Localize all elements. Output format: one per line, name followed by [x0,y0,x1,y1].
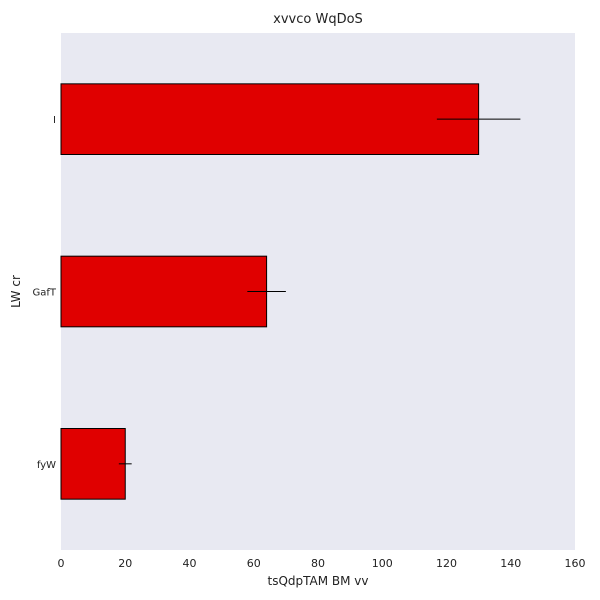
category-label-GafT: GafT [32,288,56,299]
category-label-fyW: fyW [37,460,56,471]
category-label-I: I [53,115,56,126]
x-axis-ticks: 0 20 40 60 80 100 120 140 160 [58,557,586,570]
chart-title: xvvco WqDoS [273,12,363,27]
bar-fyW [60,428,126,500]
bar-GafT [60,255,268,328]
error-bars-layer [118,118,521,465]
bars-layer [60,83,480,500]
x-tick-label-100: 100 [372,557,393,570]
x-tick-label-60: 60 [247,557,261,570]
y-axis-label: LW cr [9,275,23,308]
bar-I [60,83,480,155]
x-tick-label-40: 40 [183,557,197,570]
x-axis-label: tsQdpTAM BM vv [267,574,368,588]
x-tick-label-140: 140 [500,557,521,570]
x-tick-label-0: 0 [58,557,65,570]
y-axis-categories: I GafT fyW [32,115,56,471]
x-tick-label-160: 160 [565,557,586,570]
x-tick-label-120: 120 [436,557,457,570]
x-tick-label-80: 80 [311,557,325,570]
x-tick-label-20: 20 [118,557,132,570]
